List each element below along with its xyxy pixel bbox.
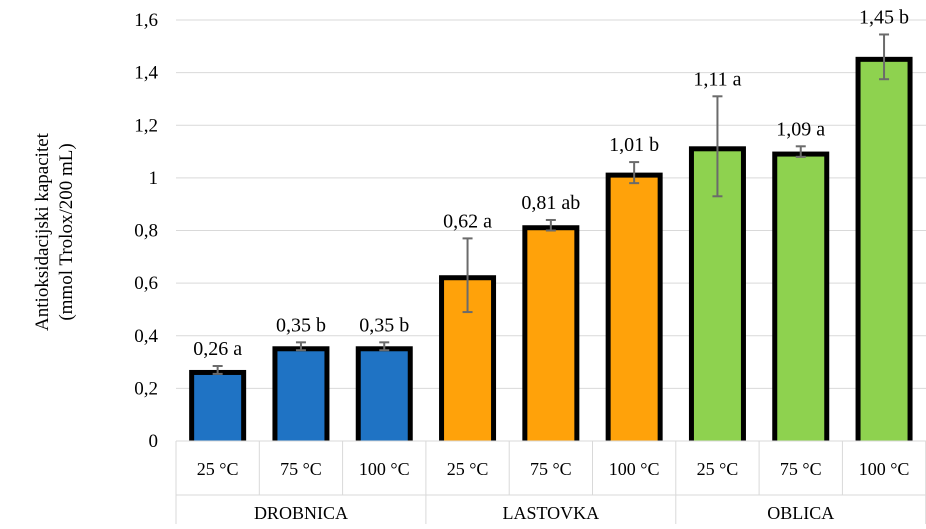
axes [175, 440, 926, 524]
bar [194, 374, 242, 441]
group-label: DROBNICA [254, 503, 348, 523]
data-label: 0,26 a [193, 338, 242, 360]
y-tick-label: 0,2 [134, 378, 158, 399]
bar [693, 151, 741, 442]
data-label: 0,35 b [359, 314, 409, 336]
x-tick-label: 25 °C [697, 459, 739, 479]
data-label: 0,35 b [276, 314, 326, 336]
data-label: 0,81 ab [521, 192, 580, 214]
y-tick-label: 0,4 [134, 326, 158, 347]
x-tick-label: 25 °C [197, 459, 239, 479]
x-tick-label: 75 °C [780, 459, 822, 479]
data-label: 1,45 b [859, 6, 909, 28]
bars [189, 56, 913, 442]
x-tick-label: 25 °C [447, 459, 489, 479]
y-tick-label: 0 [149, 431, 159, 452]
group-label: OBLICA [767, 503, 834, 523]
x-tick-label: 100 °C [609, 459, 660, 479]
x-tick-label: 75 °C [530, 459, 572, 479]
y-axis-title-line2: (mmol Trolox/200 mL) [56, 143, 77, 320]
x-category-labels: 25 °C 75 °C 100 °C 25 °C 75 °C 100 °C 25 °C 75 … [197, 459, 910, 523]
bar [860, 61, 908, 442]
bar [360, 351, 408, 441]
x-tick-label: 100 °C [359, 459, 410, 479]
x-tick-label: 75 °C [280, 459, 322, 479]
y-axis-title-line1: Antioksidacijski kapacitet [32, 132, 53, 331]
bar [610, 177, 658, 442]
y-tick-label: 1,2 [134, 115, 158, 136]
y-tick-label: 0,8 [134, 221, 158, 242]
data-label: 0,62 a [443, 210, 492, 232]
data-label: 1,09 a [776, 118, 825, 140]
y-tick-label: 1,6 [134, 10, 158, 31]
bar [777, 156, 825, 441]
data-label: 1,01 b [609, 134, 659, 156]
data-labels: 0,26 a 0,35 b 0,35 b 0,62 a 0,81 ab 1,01 b 1,1… [193, 6, 909, 360]
y-tick-label: 1 [149, 168, 159, 189]
bar [527, 230, 575, 441]
y-tick-label: 0,6 [134, 273, 158, 294]
x-tick-label: 100 °C [859, 459, 910, 479]
error-bars [212, 33, 890, 375]
y-axis-title: Antioksidacijski kapacitet (mmol Trolox/… [32, 132, 77, 331]
y-tick-labels: 0 0,2 0,4 0,6 0,8 1 1,2 1,4 1,6 [134, 10, 158, 452]
data-label: 1,11 a [693, 68, 741, 90]
y-tick-label: 1,4 [134, 63, 158, 84]
bar [277, 351, 325, 441]
group-label: LASTOVKA [503, 503, 600, 523]
